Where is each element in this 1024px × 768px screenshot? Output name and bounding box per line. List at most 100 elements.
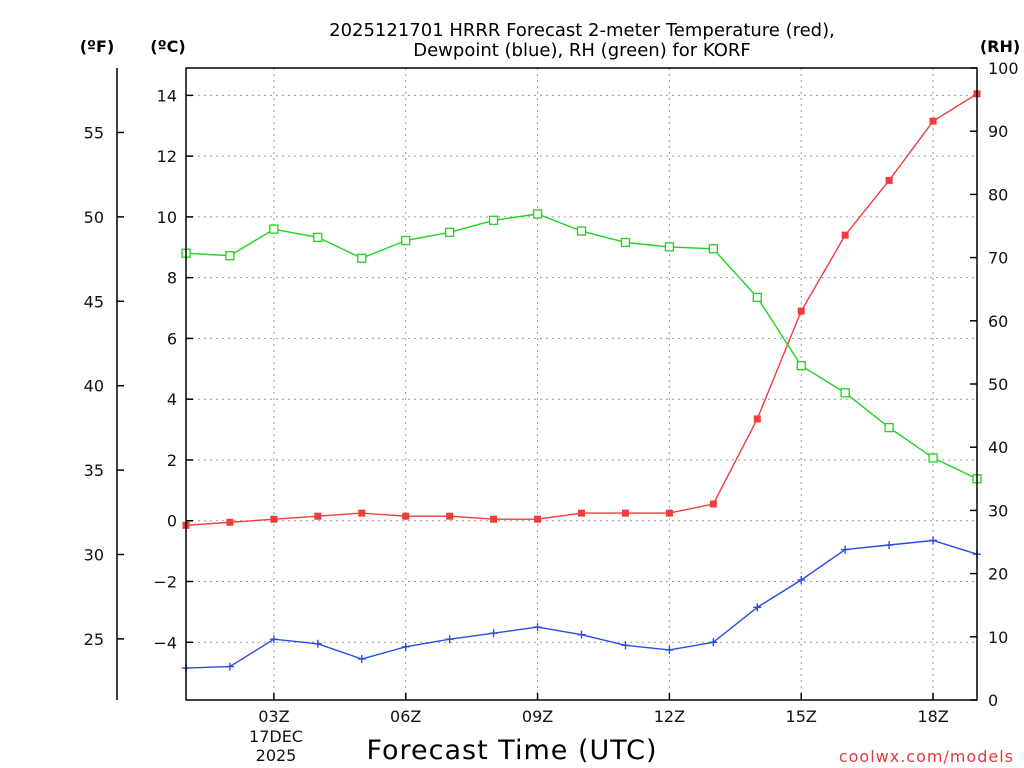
rh-tick-label: 70 — [988, 249, 1008, 268]
fahrenheit-tick-label: 30 — [84, 545, 104, 564]
rh-point — [620, 237, 631, 248]
time-tick-label: 18Z — [917, 707, 948, 726]
rh-tick-label: 20 — [988, 565, 1008, 584]
celsius-axis: −4 −2 0 2 4 6 8 10 12 14 — [153, 86, 193, 652]
dewpoint-point — [709, 638, 718, 647]
rh-point — [488, 215, 499, 225]
fahrenheit-tick-label: 50 — [84, 208, 104, 227]
time-tick-label: 09Z — [522, 707, 553, 726]
dewpoint-point — [357, 654, 366, 663]
fahrenheit-tick-label: 45 — [84, 292, 104, 311]
celsius-tick-label: −2 — [153, 573, 177, 592]
temperature-point — [226, 518, 234, 526]
rh-tick-label: 60 — [988, 312, 1008, 331]
date-label-year: 2025 — [256, 746, 297, 765]
dewpoint-line — [185, 539, 978, 669]
source-credit[interactable]: coolwx.com/models — [839, 747, 1014, 766]
dewpoint-point — [445, 635, 454, 644]
temperature-point — [270, 515, 278, 523]
dewpoint-point — [225, 662, 234, 671]
temperature-line — [185, 93, 978, 526]
temperature-point — [534, 515, 542, 523]
time-tick-label: 03Z — [258, 707, 289, 726]
temperature-point — [929, 117, 937, 125]
temperature-point — [885, 176, 893, 184]
rh-tick-label: 100 — [988, 59, 1019, 78]
celsius-tick-label: 10 — [157, 208, 177, 227]
rh-axis: 0 10 20 30 40 50 60 70 80 90 100 — [970, 59, 1019, 710]
celsius-tick-label: 6 — [167, 329, 177, 348]
rh-tick-label: 50 — [988, 375, 1008, 394]
celsius-tick-label: 0 — [167, 512, 177, 531]
time-axis: 03Z 06Z 09Z 12Z 15Z 18Z — [258, 693, 949, 726]
dewpoint-point — [621, 641, 630, 650]
rh-unit-label: (RH) — [980, 37, 1020, 56]
rh-tick-label: 80 — [988, 185, 1008, 204]
time-tick-label: 06Z — [390, 707, 421, 726]
temperature-point — [665, 509, 673, 517]
rh-point — [796, 361, 806, 371]
fahrenheit-tick-label: 25 — [84, 630, 104, 649]
rh-point — [928, 453, 938, 463]
time-tick-label: 12Z — [654, 707, 685, 726]
rh-point — [532, 209, 543, 219]
rh-tick-label: 0 — [988, 691, 998, 710]
celsius-tick-label: 12 — [157, 147, 177, 166]
dewpoint-point — [269, 635, 278, 644]
temperature-point — [797, 307, 805, 315]
dewpoint-point — [533, 623, 542, 632]
temperature-point — [490, 515, 498, 523]
temperature-point — [314, 512, 322, 520]
fahrenheit-unit-label: (ºF) — [80, 37, 115, 56]
plot-frame — [185, 67, 978, 701]
temperature-point — [358, 509, 366, 517]
rh-point — [708, 244, 718, 254]
chart-title-line-2: Dewpoint (blue), RH (green) for KORF — [413, 40, 751, 61]
dewpoint-point — [797, 575, 806, 584]
celsius-tick-label: 8 — [167, 269, 177, 288]
dewpoint-point — [489, 629, 498, 638]
dewpoint-point — [401, 642, 410, 651]
celsius-tick-label: −4 — [153, 633, 177, 652]
temperature-point — [578, 509, 585, 517]
dewpoint-point — [313, 639, 322, 648]
rh-point — [269, 224, 279, 234]
rh-tick-label: 90 — [988, 122, 1008, 141]
celsius-tick-label: 14 — [157, 86, 177, 105]
rh-tick-label: 30 — [988, 501, 1008, 520]
temperature-point — [402, 512, 410, 520]
x-axis-title: Forecast Time (UTC) — [366, 735, 657, 766]
rh-tick-label: 10 — [988, 628, 1008, 647]
rh-point — [313, 232, 323, 243]
fahrenheit-tick-label: 55 — [84, 123, 104, 142]
rh-point — [884, 422, 894, 433]
series-rh — [181, 209, 982, 484]
dewpoint-point — [841, 545, 850, 554]
temperature-point — [446, 512, 454, 520]
dewpoint-point — [929, 536, 938, 545]
rh-point — [445, 227, 455, 237]
fahrenheit-axis: 25 30 35 40 45 50 55 — [84, 68, 124, 700]
series-dewpoint — [182, 536, 981, 673]
series-temperature — [182, 90, 981, 529]
time-tick-label: 15Z — [786, 707, 817, 726]
dewpoint-point — [885, 541, 894, 550]
fahrenheit-tick-label: 35 — [84, 461, 104, 480]
dewpoint-point — [577, 630, 586, 639]
dewpoint-point — [665, 645, 674, 654]
rh-point — [752, 292, 762, 303]
date-label-day: 17DEC — [249, 727, 303, 746]
celsius-tick-label: 2 — [167, 451, 177, 470]
temperature-point — [841, 231, 849, 239]
temperature-point — [621, 509, 629, 517]
rh-point — [664, 242, 675, 252]
celsius-unit-label: (ºC) — [150, 37, 185, 56]
celsius-tick-label: 4 — [167, 390, 177, 409]
rh-point — [576, 226, 587, 236]
rh-line — [185, 213, 978, 480]
rh-point — [401, 235, 411, 246]
fahrenheit-tick-label: 40 — [84, 377, 104, 396]
grid-lines — [186, 68, 977, 700]
temperature-point — [709, 500, 717, 508]
